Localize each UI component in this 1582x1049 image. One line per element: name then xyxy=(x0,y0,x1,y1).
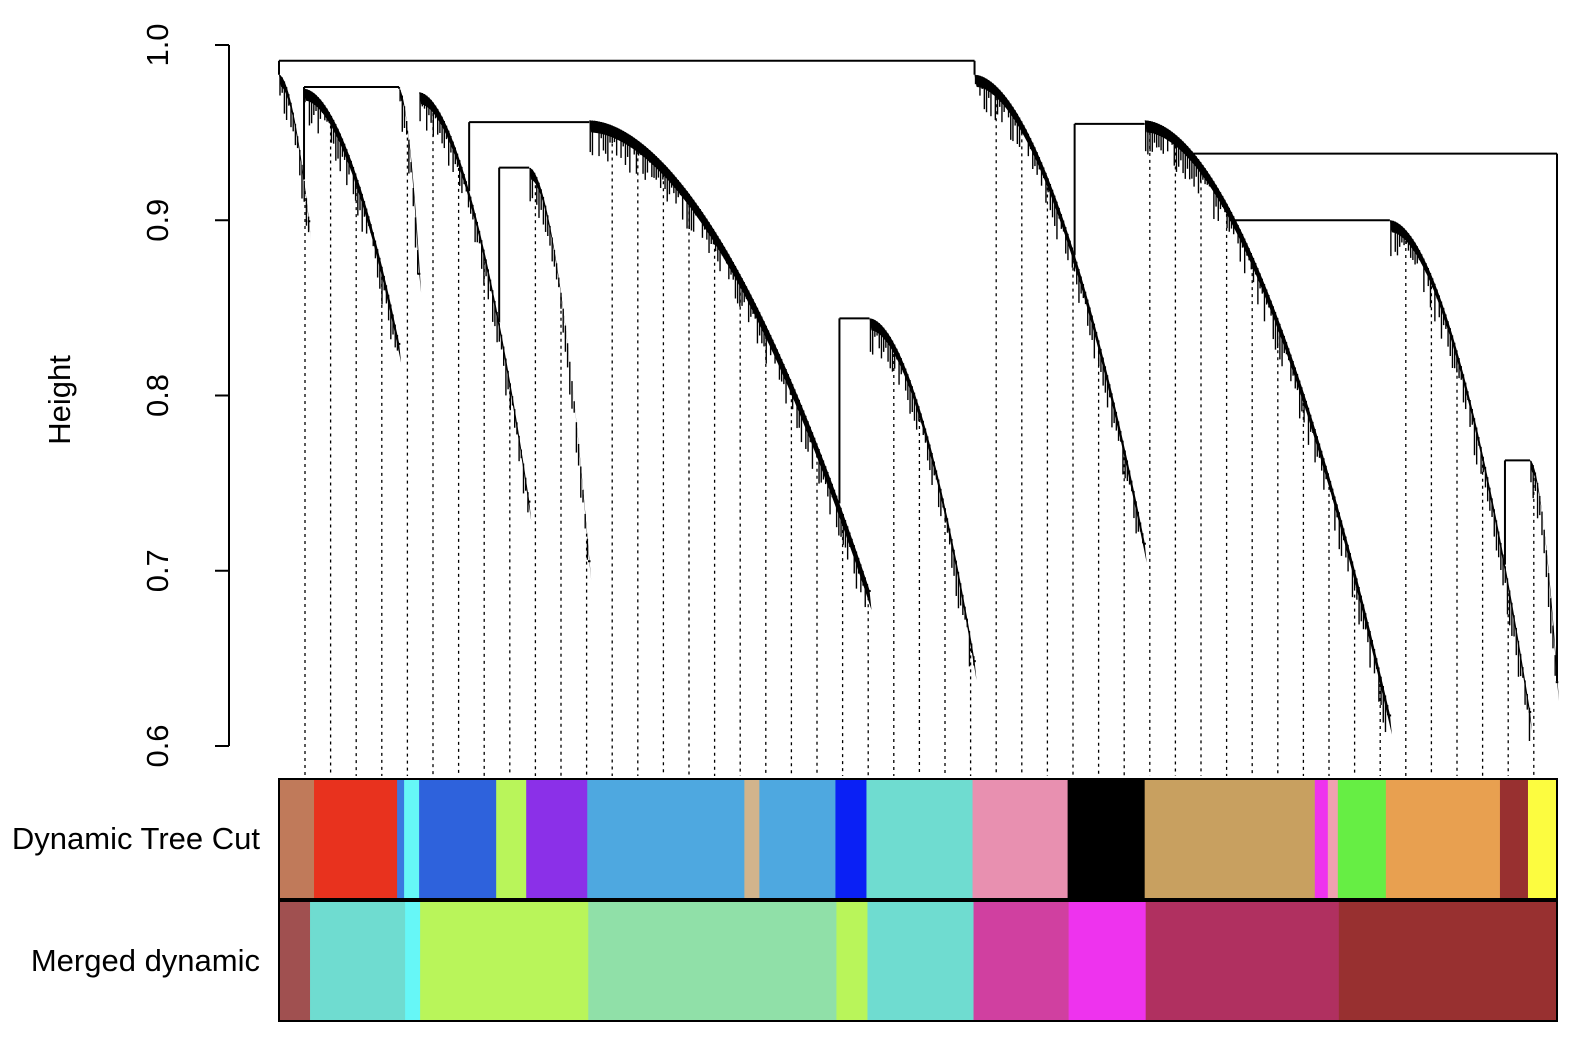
cluster-band xyxy=(589,120,872,611)
cluster xyxy=(1144,120,1392,735)
cluster xyxy=(589,120,872,611)
row-frame xyxy=(278,900,1558,1022)
cluster xyxy=(419,92,532,521)
cluster-band xyxy=(869,318,977,681)
cluster xyxy=(529,167,592,581)
cluster xyxy=(399,88,422,293)
cluster-band xyxy=(529,167,592,581)
cluster xyxy=(974,74,1147,563)
color-segment xyxy=(279,901,311,1021)
color-segment xyxy=(1499,779,1529,899)
row-frame xyxy=(278,778,1558,900)
cluster xyxy=(1389,220,1532,741)
color-segment xyxy=(1068,901,1147,1021)
color-segment xyxy=(587,779,745,899)
color-segment xyxy=(1144,779,1316,899)
y-tick-label: 1.0 xyxy=(140,23,175,66)
color-segment xyxy=(1337,779,1387,899)
y-tick-label: 0.8 xyxy=(140,374,175,417)
cluster xyxy=(279,74,311,241)
y-axis-label: Height xyxy=(42,355,77,445)
row-label: Merged dynamic xyxy=(31,943,260,978)
color-segment xyxy=(759,779,836,899)
cluster-band xyxy=(419,92,532,521)
color-segment xyxy=(404,779,420,899)
y-tick-label: 0.7 xyxy=(140,549,175,592)
cluster-band xyxy=(1389,220,1532,731)
color-segment xyxy=(1327,779,1339,899)
cluster xyxy=(1530,460,1559,702)
row-label: Dynamic Tree Cut xyxy=(12,821,260,856)
color-segment xyxy=(314,779,398,899)
color-segment xyxy=(420,901,589,1021)
color-segment xyxy=(526,779,588,899)
color-segment xyxy=(1145,901,1340,1021)
color-segment xyxy=(405,901,421,1021)
color-segment xyxy=(419,779,497,899)
color-segment xyxy=(588,901,837,1021)
color-segment xyxy=(973,901,1070,1021)
color-segment xyxy=(1067,779,1146,899)
color-segment xyxy=(744,779,760,899)
color-segment xyxy=(1338,901,1558,1021)
color-segment xyxy=(1314,779,1329,899)
y-tick-label: 0.6 xyxy=(140,724,175,767)
color-segment xyxy=(1527,779,1558,899)
color-segment xyxy=(836,901,868,1021)
cluster xyxy=(304,88,402,363)
color-segment xyxy=(866,779,974,899)
color-segment xyxy=(867,901,975,1021)
color-segment xyxy=(279,779,315,899)
cluster-band xyxy=(1144,120,1392,735)
cluster-band xyxy=(974,74,1147,563)
color-segment xyxy=(397,779,405,899)
cluster xyxy=(869,318,977,681)
color-segment xyxy=(310,901,406,1021)
color-segment xyxy=(972,779,1069,899)
color-segment xyxy=(835,779,867,899)
color-segment xyxy=(496,779,527,899)
y-tick-label: 0.9 xyxy=(140,199,175,242)
color-segment xyxy=(1385,779,1501,899)
